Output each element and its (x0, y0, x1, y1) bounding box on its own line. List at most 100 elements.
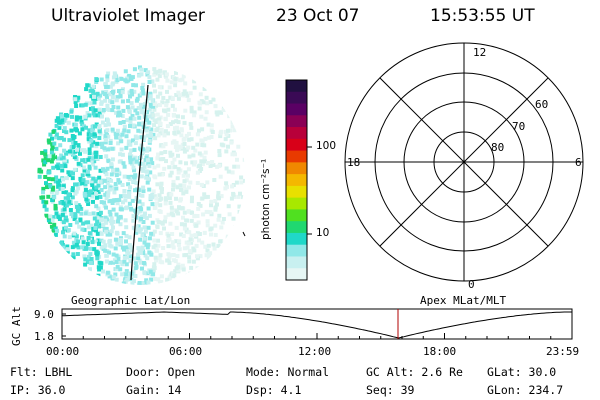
intensity-pixel (85, 242, 90, 246)
intensity-pixel (205, 223, 210, 228)
intensity-pixel (187, 259, 192, 264)
intensity-pixel (110, 157, 115, 162)
intensity-pixel (71, 255, 76, 260)
intensity-pixel (114, 267, 119, 271)
intensity-pixel (150, 192, 155, 197)
intensity-pixel (158, 68, 163, 73)
intensity-pixel (217, 153, 222, 158)
intensity-pixel (80, 173, 85, 178)
intensity-pixel (90, 240, 95, 245)
intensity-pixel (118, 159, 123, 164)
intensity-pixel (111, 252, 116, 257)
intensity-pixel (185, 273, 190, 278)
intensity-pixel (189, 233, 194, 238)
intensity-pixel (202, 192, 207, 197)
intensity-pixel (169, 170, 174, 175)
mlt-label-6: 6 (575, 156, 582, 169)
intensity-pixel (209, 135, 214, 139)
intensity-pixel (230, 124, 235, 129)
intensity-pixel (82, 191, 87, 196)
intensity-pixel (73, 191, 78, 196)
intensity-pixel (191, 153, 196, 158)
intensity-pixel (114, 186, 119, 191)
terminator-line (130, 84, 149, 281)
intensity-pixel (210, 160, 215, 164)
intensity-pixel (141, 189, 146, 194)
intensity-pixel (168, 200, 173, 205)
intensity-pixel (186, 173, 190, 178)
intensity-pixel (174, 196, 178, 201)
intensity-pixel (133, 141, 138, 146)
intensity-pixel (136, 199, 141, 204)
intensity-pixel (94, 192, 99, 196)
colorbar-segment (286, 138, 307, 152)
intensity-pixel (189, 240, 194, 245)
intensity-pixel (90, 179, 94, 184)
intensity-pixel (54, 135, 59, 140)
intensity-pixel (228, 128, 233, 133)
intensity-pixel (155, 182, 160, 187)
colorbar-segment (286, 91, 307, 105)
intensity-pixel (182, 142, 187, 146)
intensity-pixel (171, 113, 176, 117)
intensity-pixel (200, 140, 205, 144)
intensity-pixel (59, 113, 64, 118)
intensity-pixel (196, 206, 201, 211)
intensity-pixel (172, 157, 177, 162)
intensity-pixel (80, 227, 85, 232)
intensity-pixel (126, 98, 131, 103)
intensity-pixel (236, 144, 241, 149)
intensity-pixel (114, 212, 119, 217)
intensity-pixel (189, 125, 194, 130)
intensity-pixel (179, 133, 184, 138)
intensity-pixel (56, 184, 61, 189)
intensity-pixel (105, 128, 110, 133)
intensity-pixel (169, 211, 174, 216)
intensity-pixel (74, 104, 79, 108)
intensity-pixel (195, 170, 200, 175)
intensity-pixel (190, 160, 195, 165)
intensity-pixel (97, 126, 102, 131)
intensity-pixel (49, 159, 54, 164)
intensity-pixel (147, 236, 152, 241)
intensity-pixel (145, 180, 150, 185)
intensity-pixel (105, 177, 110, 182)
intensity-pixel (98, 210, 103, 215)
intensity-pixel (86, 172, 90, 177)
intensity-pixel (114, 135, 119, 140)
intensity-pixel (127, 201, 132, 206)
intensity-pixel (157, 172, 162, 177)
intensity-pixel (166, 233, 171, 238)
intensity-pixel (76, 186, 81, 191)
intensity-pixel (143, 102, 147, 107)
intensity-pixel (153, 70, 158, 75)
intensity-pixel (203, 195, 208, 200)
intensity-pixel (115, 167, 120, 172)
intensity-pixel (128, 177, 132, 182)
intensity-pixel (120, 114, 125, 118)
intensity-pixel (124, 262, 129, 267)
intensity-pixel (187, 131, 191, 136)
intensity-pixel (232, 194, 237, 199)
intensity-pixel (130, 113, 135, 118)
intensity-pixel (110, 146, 115, 151)
intensity-pixel (93, 150, 98, 155)
info-filter: Flt: LBHL (10, 365, 73, 379)
intensity-pixel (139, 110, 144, 115)
intensity-pixel (91, 89, 96, 94)
intensity-pixel (201, 100, 206, 105)
intensity-pixel (142, 270, 147, 275)
intensity-pixel (152, 67, 157, 72)
intensity-pixel (149, 127, 154, 132)
intensity-pixel (86, 169, 90, 174)
intensity-pixel (78, 151, 82, 156)
intensity-pixel (170, 96, 175, 101)
intensity-pixel (159, 190, 164, 195)
intensity-pixel (180, 263, 185, 268)
intensity-pixel (91, 162, 95, 167)
intensity-pixel (105, 107, 110, 112)
intensity-pixel (87, 113, 92, 118)
intensity-pixel (105, 74, 110, 79)
intensity-pixel (110, 95, 115, 100)
intensity-pixel (132, 175, 137, 180)
